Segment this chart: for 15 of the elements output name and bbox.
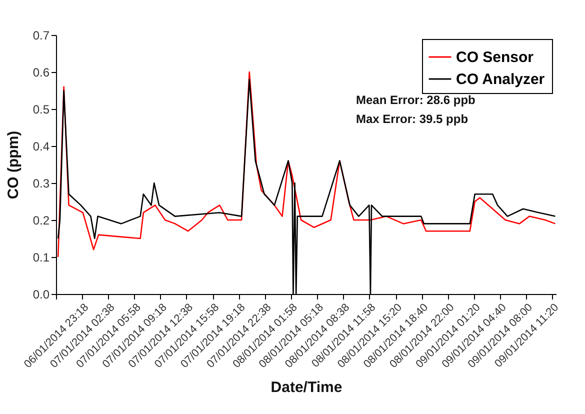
y-tick-label: 0.3: [32, 176, 50, 190]
annotation: Mean Error: 28.6 ppb: [356, 93, 476, 107]
legend-label: CO Analyzer: [456, 71, 545, 88]
legend-label: CO Sensor: [456, 49, 534, 66]
line-series: [57, 71, 556, 258]
annotation: Max Error: 39.5 ppb: [356, 112, 468, 126]
y-tick-label: 0.0: [32, 288, 50, 302]
y-tick-label: 0.5: [32, 102, 50, 116]
x-axis-title: Date/Time: [270, 378, 342, 396]
y-tick-label: 0.1: [32, 250, 50, 264]
y-tick-label: 0.6: [32, 66, 50, 80]
y-tick-label: 0.7: [32, 28, 50, 42]
y-axis-title: CO (ppm): [4, 130, 22, 200]
y-tick-label: 0.2: [32, 214, 50, 228]
y-tick-label: 0.4: [32, 140, 50, 154]
